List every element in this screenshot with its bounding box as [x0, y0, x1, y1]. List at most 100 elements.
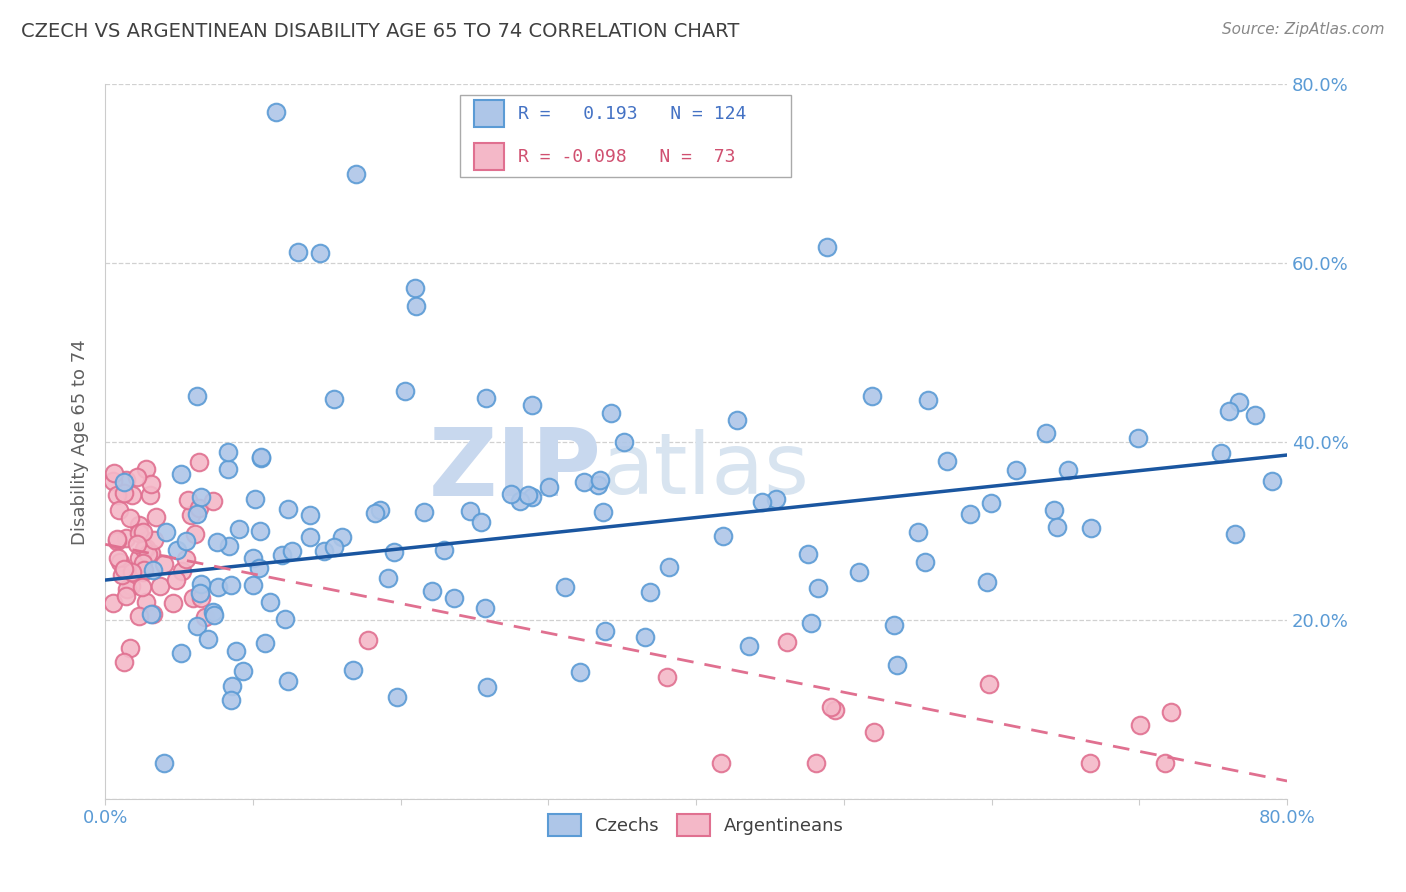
Point	[110, 555, 132, 569]
Point	[593, 624, 616, 638]
Point	[166, 542, 188, 557]
Point	[114, 589, 136, 603]
Point	[765, 492, 787, 507]
Point	[218, 539, 240, 553]
Point	[139, 546, 162, 560]
Point	[132, 565, 155, 579]
Point	[800, 616, 823, 631]
Point	[115, 582, 138, 596]
Point	[907, 525, 929, 540]
Point	[499, 487, 522, 501]
Point	[586, 478, 609, 492]
Point	[638, 134, 661, 148]
Point	[917, 393, 939, 408]
Point	[475, 680, 498, 694]
Point	[202, 605, 225, 619]
Point	[980, 496, 1002, 510]
Point	[197, 632, 219, 646]
Point	[188, 586, 211, 600]
Point	[277, 674, 299, 689]
Point	[863, 724, 886, 739]
Point	[121, 565, 143, 579]
Point	[219, 578, 242, 592]
Point	[217, 445, 239, 459]
Text: R = -0.098   N =  73: R = -0.098 N = 73	[517, 147, 735, 166]
Point	[657, 670, 679, 684]
Point	[405, 299, 427, 313]
Point	[128, 551, 150, 566]
Point	[323, 540, 346, 554]
Point	[181, 591, 204, 605]
Point	[1218, 404, 1240, 418]
Point	[824, 703, 846, 717]
Point	[132, 556, 155, 570]
Point	[554, 580, 576, 594]
Point	[1129, 718, 1152, 732]
Point	[135, 595, 157, 609]
Point	[537, 480, 560, 494]
Text: atlas: atlas	[602, 429, 810, 512]
Point	[976, 574, 998, 589]
Point	[264, 105, 287, 120]
Point	[1035, 425, 1057, 440]
Point	[1046, 519, 1069, 533]
Point	[1078, 756, 1101, 771]
Point	[1042, 503, 1064, 517]
Y-axis label: Disability Age 65 to 74: Disability Age 65 to 74	[72, 339, 89, 544]
Point	[249, 524, 271, 538]
Point	[232, 664, 254, 678]
Point	[202, 607, 225, 622]
Point	[474, 601, 496, 615]
Point	[368, 502, 391, 516]
Point	[572, 475, 595, 489]
Point	[281, 543, 304, 558]
Point	[217, 462, 239, 476]
Point	[114, 531, 136, 545]
Point	[142, 533, 165, 548]
Point	[155, 525, 177, 540]
Point	[1080, 521, 1102, 535]
Point	[797, 547, 820, 561]
Point	[364, 506, 387, 520]
Point	[120, 511, 142, 525]
Point	[253, 636, 276, 650]
Point	[394, 384, 416, 399]
Point	[194, 610, 217, 624]
Point	[188, 455, 211, 469]
Text: Source: ZipAtlas.com: Source: ZipAtlas.com	[1222, 22, 1385, 37]
Point	[1154, 756, 1177, 771]
Point	[936, 454, 959, 468]
Point	[112, 562, 135, 576]
Point	[710, 756, 733, 771]
Point	[120, 579, 142, 593]
Point	[522, 398, 544, 412]
Point	[804, 756, 827, 771]
Point	[1057, 463, 1080, 477]
Point	[589, 473, 612, 487]
Point	[127, 536, 149, 550]
Text: ZIP: ZIP	[429, 425, 602, 516]
Point	[139, 477, 162, 491]
Point	[128, 609, 150, 624]
Point	[1126, 431, 1149, 445]
Point	[259, 595, 281, 609]
Point	[128, 517, 150, 532]
Legend: Czechs, Argentineans: Czechs, Argentineans	[541, 807, 851, 844]
Point	[1004, 463, 1026, 477]
Point	[141, 607, 163, 622]
Point	[1244, 408, 1267, 422]
Point	[458, 503, 481, 517]
Point	[131, 580, 153, 594]
Point	[190, 591, 212, 606]
Point	[121, 487, 143, 501]
Point	[180, 508, 202, 522]
Point	[202, 494, 225, 508]
Point	[737, 639, 759, 653]
Point	[134, 541, 156, 555]
Point	[592, 505, 614, 519]
Point	[149, 579, 172, 593]
Point	[775, 635, 797, 649]
Point	[114, 473, 136, 487]
Point	[249, 450, 271, 464]
Point	[190, 577, 212, 591]
